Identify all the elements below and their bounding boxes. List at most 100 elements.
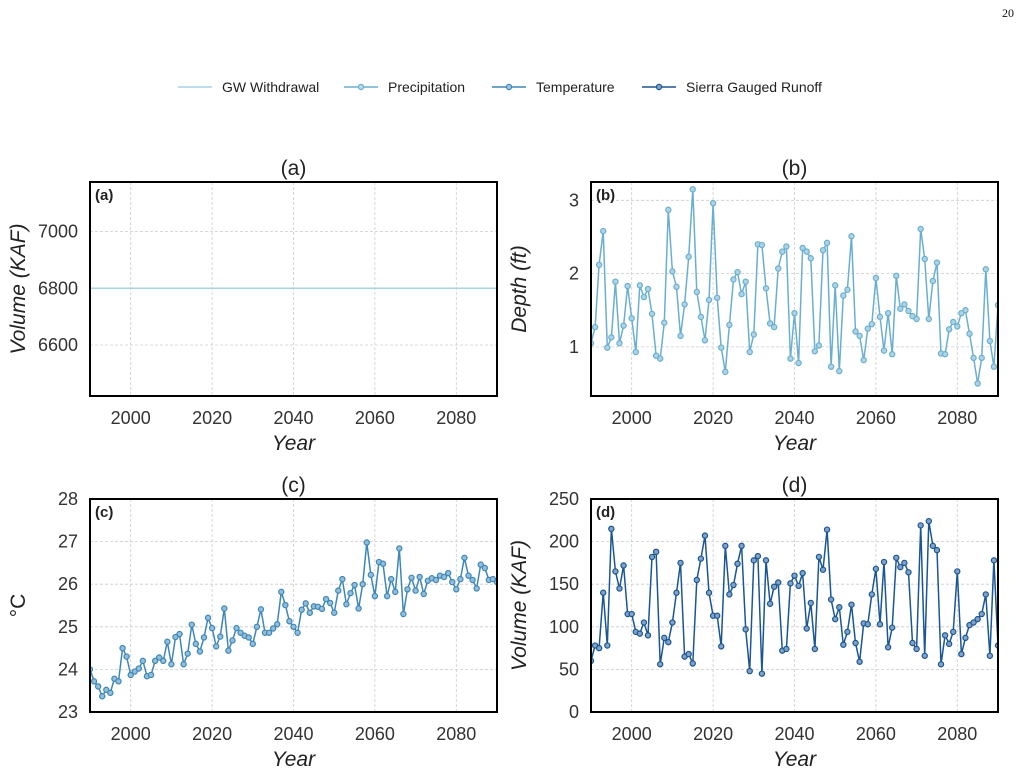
panel-b-data-point — [970, 354, 977, 362]
panel-b-data-point — [860, 356, 867, 364]
panel-c-x-tick-label: 2040 — [273, 724, 313, 744]
panel-b-data-point — [897, 305, 904, 312]
panel-b-data-point — [905, 307, 912, 315]
legend-item-temperature: Temperature — [492, 76, 615, 98]
panel-b-data-point — [950, 318, 957, 326]
panel-d-title: (d) — [782, 474, 808, 497]
panel-b-data-point — [803, 248, 810, 255]
panel-c-data-point — [392, 588, 399, 596]
panel-d-data-point — [677, 559, 684, 567]
panel-b-data-point — [827, 363, 835, 370]
panel-b-data-point — [709, 200, 717, 207]
panel-d-y-axis-label: Volume (KAF) — [508, 540, 531, 671]
panel-a-x-axis-label: Year — [272, 432, 316, 455]
legend-item-sierra-gauged-runoff: Sierra Gauged Runoff — [642, 76, 822, 98]
panel-c-data-point — [469, 576, 476, 584]
panel-d-data-point — [595, 644, 603, 652]
panel-d-data-point — [685, 650, 692, 658]
panel-d-data-point — [799, 569, 806, 577]
panel-d-data-point — [722, 542, 729, 550]
panel-d-data-point — [897, 563, 904, 571]
panel-c-x-tick-label: 2020 — [192, 724, 232, 744]
panel-b-data-point — [669, 268, 676, 275]
panel-b-data-point — [758, 241, 766, 249]
panel-d-data-point — [616, 585, 623, 592]
panel-b-data-point — [929, 277, 937, 285]
panel-b-data-point — [612, 278, 619, 285]
panel-c-data-point — [225, 647, 232, 654]
panel-b-data-point — [966, 330, 973, 337]
panel-d-data-point — [652, 548, 660, 556]
panel-c-data-point — [489, 575, 497, 583]
panel-c-data-point — [135, 665, 143, 672]
panel-c-data-point — [400, 610, 407, 618]
panel-c-data-point — [465, 572, 472, 579]
panel-d-data-point — [823, 526, 831, 533]
panel-d-data-point — [738, 542, 745, 550]
panel-b-data-point — [799, 244, 806, 252]
panel-d-data-point — [673, 589, 680, 596]
panel-c-data-point — [290, 623, 297, 631]
panel-d-data-point — [876, 621, 884, 628]
panel-d-data-point — [954, 568, 961, 575]
panel-d-data-point — [787, 580, 794, 587]
panel-c-data-point — [265, 629, 273, 636]
panel-b-data-point — [913, 315, 920, 323]
panel-a-y-tick-label: 7000 — [38, 222, 78, 242]
panel-d-data-point — [807, 599, 814, 607]
panel-d-frame — [590, 498, 999, 713]
panel-c-data-point — [339, 575, 346, 583]
panel-c-x-tick-label: 2080 — [436, 724, 476, 744]
panel-b-data-point — [600, 227, 607, 235]
panel-c-y-tick-label: 25 — [58, 617, 78, 637]
panel-d-data-point — [693, 576, 701, 584]
panel-d-data-point — [864, 621, 871, 628]
panel-b-data-point — [864, 325, 871, 332]
panel-d-data-point — [958, 650, 965, 658]
panel-b-data-point — [591, 323, 599, 331]
panel-c-data-point — [302, 600, 309, 607]
panel-c-data-point — [107, 689, 114, 697]
panel-b-data-point — [726, 321, 733, 329]
panel-b-data-point — [701, 337, 709, 344]
panel-c-data-point — [139, 657, 147, 665]
panel-b-data-point — [844, 286, 851, 293]
panel-c-data-point — [257, 606, 265, 613]
panel-d-data-point — [604, 642, 611, 649]
panel-b-data-point — [954, 323, 961, 330]
panel-c-data-point — [94, 683, 102, 690]
panel-d-data-point — [921, 652, 928, 659]
panel-d-data-point — [970, 619, 977, 626]
panel-b-y-tick-label: 2 — [569, 264, 579, 284]
panel-d-data-point — [795, 582, 802, 590]
panel-c-data-point — [444, 569, 452, 577]
panel-d-y-tick-label: 0 — [569, 702, 579, 722]
panel-b-data-point — [718, 344, 725, 351]
panel-d-data-point — [612, 568, 619, 575]
panel-d-data-point — [697, 555, 705, 562]
panel-b-data-point — [978, 354, 985, 362]
panel-b-data-point — [783, 243, 790, 250]
panel-b-data-point — [888, 351, 896, 358]
panel-c-data-point — [343, 601, 350, 608]
panel-d-data-point — [852, 639, 859, 647]
panel-b-data-point — [632, 348, 639, 356]
panel-b-data-point — [644, 285, 652, 293]
legend-label-sierra-gauged-runoff: Sierra Gauged Runoff — [686, 79, 822, 95]
panel-c-data-point — [473, 585, 480, 592]
panel-d-data-point — [819, 566, 827, 573]
panel-b-data-point — [852, 328, 859, 335]
panel-b-data-point — [779, 248, 786, 255]
panel-b-data-point — [648, 310, 656, 318]
panel-d-data-point — [990, 557, 998, 564]
panel-a-frame — [89, 181, 498, 397]
panel-c-data-point — [212, 643, 220, 650]
panel-d-data-point — [661, 634, 668, 642]
panel-a-y-tick-label: 6600 — [38, 335, 78, 355]
panel-c-data-point — [274, 621, 281, 628]
panel-d-x-tick-label: 2020 — [693, 724, 733, 744]
panel-d-panel-label: (d) — [596, 504, 615, 521]
panel-d-x-tick-label: 2080 — [937, 724, 977, 744]
panel-c-data-point — [245, 634, 252, 641]
panel-d-data-point — [775, 579, 782, 586]
